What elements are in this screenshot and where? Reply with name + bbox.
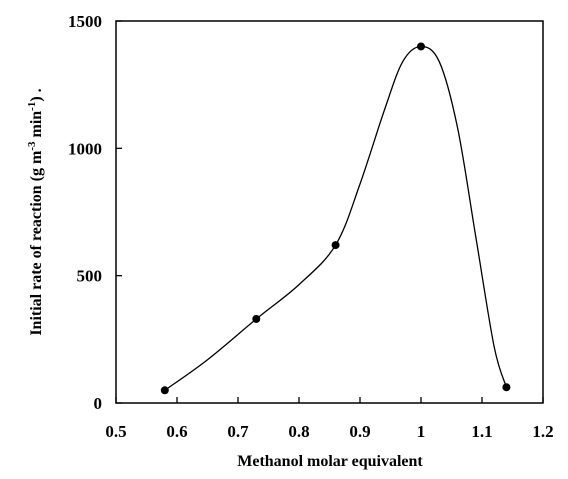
y-axis-label-prefix: Initial rate of reaction (g m	[28, 150, 45, 336]
y-axis-label: Initial rate of reaction (g m-3 min-1) .	[26, 88, 45, 335]
plot-frame	[115, 20, 544, 404]
x-tick-label: 0.6	[166, 422, 187, 441]
x-tick-label: 0.7	[227, 422, 249, 441]
x-tick-label: 0.8	[288, 422, 309, 441]
x-tick-label: 0.9	[349, 422, 370, 441]
y-tick-label: 500	[77, 267, 103, 286]
y-axis-label-sup1: -3	[26, 141, 38, 151]
x-axis-label: Methanol molar equivalent	[237, 453, 423, 470]
x-tick-label: 1	[417, 422, 426, 441]
x-tick-label: 0.5	[105, 422, 126, 441]
y-axis-label-sup2: -1	[26, 102, 38, 111]
y-axis-label-mid: min	[28, 111, 45, 142]
y-tick-label: 1000	[68, 139, 102, 158]
y-tick-label: 1500	[68, 12, 102, 31]
x-tick-label: 1.2	[532, 422, 553, 441]
data-point	[331, 241, 340, 250]
y-axis-ticks: 0 500 1000 1500	[68, 12, 122, 413]
fit-curve	[164, 45, 508, 391]
data-point	[252, 314, 261, 323]
x-tick-label: 1.1	[471, 422, 492, 441]
y-axis-label-suffix: ) .	[28, 88, 45, 101]
data-point	[160, 386, 169, 395]
data-point	[502, 383, 511, 392]
y-tick-label: 0	[94, 394, 103, 413]
data-point	[417, 42, 425, 51]
x-axis-ticks: 0.5 0.6 0.7 0.8 0.9 1 1.1 1.2	[105, 397, 554, 441]
data-points	[160, 42, 511, 395]
